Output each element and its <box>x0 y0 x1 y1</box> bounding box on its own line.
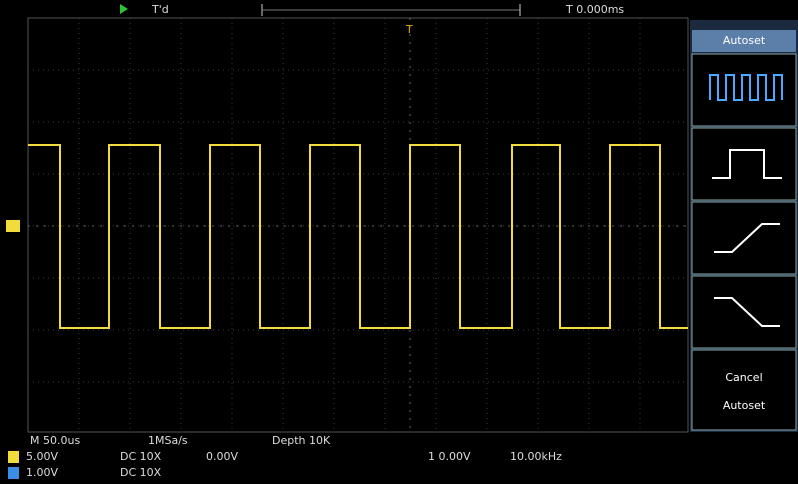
timebase: M 50.0us <box>30 434 80 447</box>
menu-item-rising-edge[interactable] <box>692 202 796 274</box>
status: T'd <box>151 3 169 16</box>
menu-item-cancel[interactable] <box>692 350 796 430</box>
menu-item-multi-period[interactable] <box>692 54 796 126</box>
trigger-marker: T <box>405 23 413 36</box>
ch2-badge <box>8 467 19 479</box>
oscilloscope-screen: T'd T 0.000ms T Autoset Cancel Autoset <box>0 0 798 484</box>
ch1-scale: 5.00V <box>26 450 58 463</box>
sample-rate: 1MSa/s <box>148 434 188 447</box>
menu-title: Autoset <box>723 34 766 47</box>
trigger-position: T 0.000ms <box>565 3 624 16</box>
display: T'd T 0.000ms T Autoset Cancel Autoset <box>0 0 798 484</box>
frequency: 10.00kHz <box>510 450 562 463</box>
autoset-menu: Autoset Cancel Autoset <box>690 20 798 432</box>
top-bar <box>0 0 798 18</box>
ch2-coupling: DC 10X <box>120 466 162 479</box>
ch1-marker <box>6 220 20 232</box>
trigger-info: 1 0.00V <box>428 450 471 463</box>
cancel-line1: Cancel <box>725 371 762 384</box>
cancel-line2: Autoset <box>723 399 766 412</box>
ch1-badge <box>8 451 19 463</box>
ch2-scale: 1.00V <box>26 466 58 479</box>
menu-item-single-period[interactable] <box>692 128 796 200</box>
graticule <box>28 18 688 432</box>
depth: Depth 10K <box>272 434 331 447</box>
ch1-offset: 0.00V <box>206 450 238 463</box>
ch1-coupling: DC 10X <box>120 450 162 463</box>
menu-item-falling-edge[interactable] <box>692 276 796 348</box>
